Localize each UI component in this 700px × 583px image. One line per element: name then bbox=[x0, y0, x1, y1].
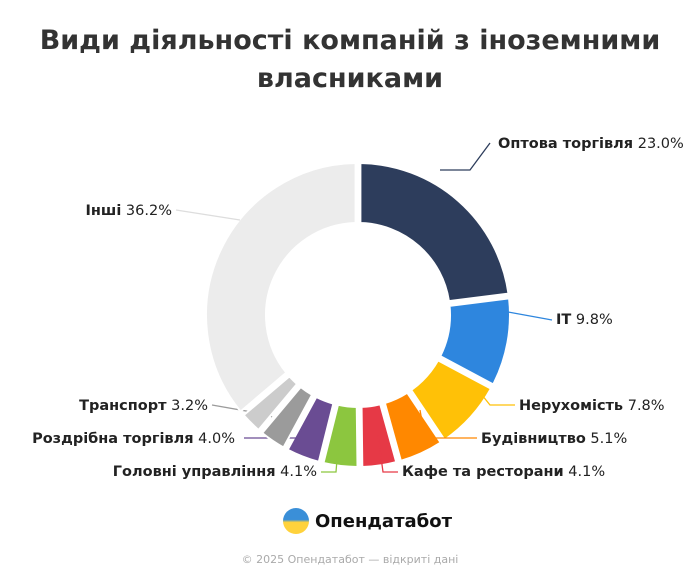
slice-label-name: Будівництво bbox=[481, 431, 586, 447]
slice-label: Нерухомість 7.8% bbox=[519, 398, 665, 414]
slice-роздрібна-торгівля bbox=[286, 396, 335, 463]
slice-label-name: Нерухомість bbox=[519, 398, 624, 414]
slice-інші bbox=[205, 162, 357, 413]
slice-label-name: IT bbox=[556, 312, 572, 328]
leader-line bbox=[507, 311, 553, 321]
slice-label: Інші 36.2% bbox=[86, 203, 172, 219]
slice-it bbox=[439, 297, 511, 386]
leader-line bbox=[321, 434, 340, 473]
slice-label-name: Кафе та ресторани bbox=[402, 464, 564, 480]
slice-label-name: Інші bbox=[85, 203, 122, 219]
leader-line bbox=[244, 426, 303, 439]
slice-label-value: 7.8% bbox=[623, 398, 665, 414]
slice-label: Головні управління 4.1% bbox=[113, 464, 317, 480]
slice-label-value: 4.1% bbox=[275, 464, 317, 480]
slice-label-value: 4.0% bbox=[193, 431, 235, 447]
slice-транспорт bbox=[261, 386, 314, 449]
slice-label: Роздрібна торгівля 4.0% bbox=[32, 431, 235, 447]
slice-кафе-та-ресторани bbox=[360, 403, 398, 468]
slice-головні-управління bbox=[322, 403, 359, 468]
leader-line bbox=[440, 142, 491, 171]
slice-label-value: 23.0% bbox=[633, 136, 684, 152]
slice-label: Транспорт 3.2% bbox=[79, 398, 208, 414]
slice-label-value: 9.8% bbox=[571, 312, 613, 328]
slice-label-value: 4.1% bbox=[563, 464, 606, 480]
slice-label: Кафе та ресторани 4.1% bbox=[402, 464, 605, 480]
brand-logo: Опендатабот bbox=[283, 508, 452, 534]
leader-line bbox=[419, 409, 477, 439]
chart-title: Види діяльності компаній з іноземними вл… bbox=[39, 25, 661, 94]
leader-line bbox=[469, 379, 515, 406]
leader-line bbox=[377, 434, 398, 473]
slice-label-name: Головні управління bbox=[112, 464, 276, 480]
slice-оптова-торгівля bbox=[359, 162, 510, 303]
slice-label-value: 3.2% bbox=[166, 398, 208, 414]
opendatabot-logo-icon bbox=[283, 508, 309, 534]
slice-label-name: Роздрібна торгівля bbox=[32, 431, 194, 447]
slice-label: IT 9.8% bbox=[556, 312, 613, 328]
slice-label-name: Оптова торгівля bbox=[498, 136, 634, 152]
slice-label-value: 36.2% bbox=[121, 203, 172, 219]
slice-unlabeled bbox=[242, 375, 299, 431]
footer-copyright: © 2025 Опендатабот — відкриті дані bbox=[241, 553, 459, 566]
leader-line bbox=[175, 209, 241, 221]
slice-label-name: Транспорт bbox=[79, 398, 167, 414]
slice-будівництво bbox=[383, 391, 442, 462]
slice-label: Оптова торгівля 23.0% bbox=[498, 136, 684, 152]
slice-label: Будівництво 5.1% bbox=[481, 431, 627, 447]
slice-label-value: 5.1% bbox=[585, 431, 628, 447]
brand-name: Опендатабот bbox=[315, 510, 453, 532]
